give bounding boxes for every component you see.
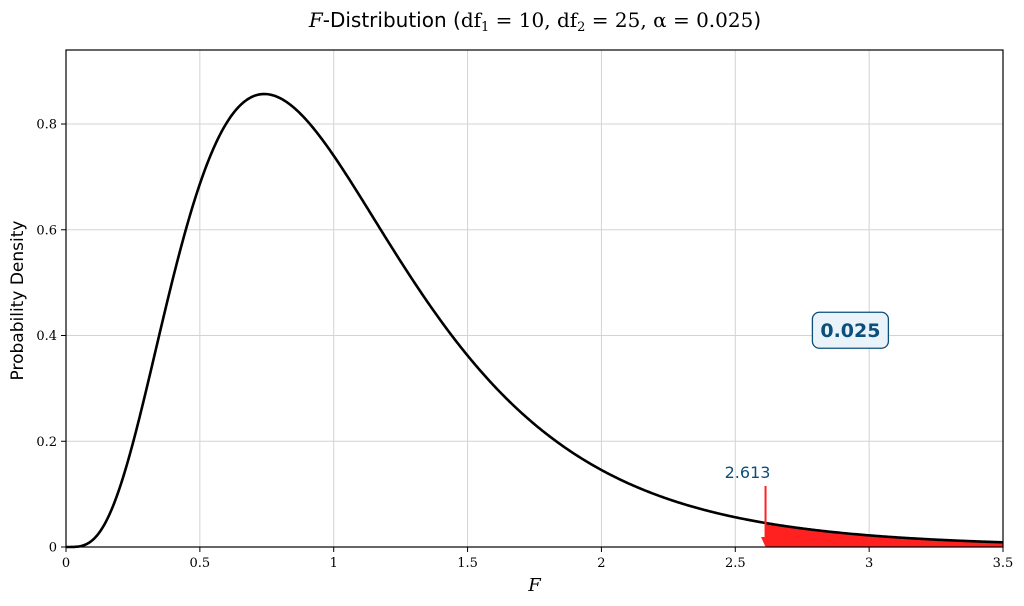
x-tick-label: 1.5: [457, 556, 478, 571]
x-tick-label: 0: [62, 556, 70, 571]
y-tick-label: 0: [49, 541, 57, 556]
x-tick-label: 3.5: [993, 556, 1014, 571]
y-tick-label: 0.8: [36, 118, 57, 133]
y-axis: 0 0.2 0.4 0.6 0.8: [36, 118, 66, 556]
y-tick-label: 0.4: [36, 329, 57, 344]
tail-area-label: 0.025: [820, 320, 880, 342]
chart-title: F-Distribution (df1 = 10, df2 = 25, α = …: [308, 8, 761, 35]
x-tick-label: 0.5: [190, 556, 211, 571]
tail-area: [765, 522, 1003, 547]
critical-value-arrow-head: [761, 536, 771, 547]
x-tick-label: 3: [865, 556, 873, 571]
critical-value-label: 2.613: [725, 463, 771, 482]
tail-area-label-box: [811, 311, 890, 349]
y-tick-label: 0.2: [36, 435, 57, 450]
x-grid: [199, 50, 870, 547]
x-tick-label: 2.5: [725, 556, 746, 571]
y-tick-label: 0.6: [36, 223, 57, 238]
x-axis-label: F: [527, 575, 542, 596]
y-grid: [66, 123, 1003, 442]
x-axis: 0 0.5 1 1.5 2 2.5 3 3.5: [62, 547, 1013, 571]
x-tick-label: 1: [330, 556, 338, 571]
y-axis-label: Probability Density: [8, 221, 28, 381]
plot-frame: [65, 49, 1004, 548]
x-tick-label: 2: [597, 556, 605, 571]
density-curve: [66, 92, 1004, 549]
